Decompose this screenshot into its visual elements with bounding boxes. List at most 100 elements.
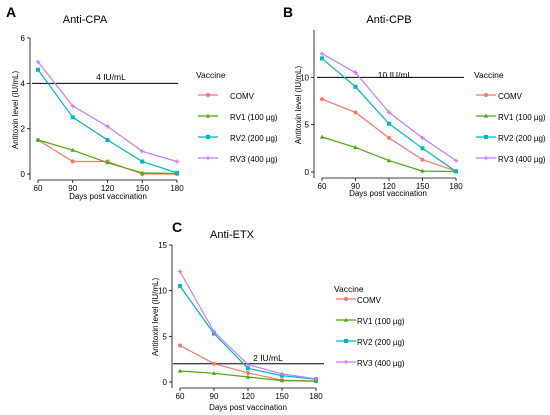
legend-label-comv: COMV xyxy=(357,296,382,305)
data-point xyxy=(246,366,250,371)
data-point xyxy=(35,59,41,64)
chart-title: Anti-CPB xyxy=(366,14,411,26)
legend-label-comv: COMV xyxy=(230,92,255,101)
x-axis-title: Days post vaccination xyxy=(209,403,287,412)
legend-key-marker xyxy=(344,297,348,301)
legend-label-comv: COMV xyxy=(498,92,523,101)
y-axis-title: Antitoxin level (IU/mL) xyxy=(11,71,20,150)
plot-area: 60 90 120 150 180 0 5 10 xyxy=(300,30,496,191)
series-line xyxy=(37,139,178,175)
data-point xyxy=(105,124,110,129)
data-point xyxy=(453,158,459,163)
legend-key-marker xyxy=(205,155,211,161)
y-tick-label: 0 xyxy=(305,168,310,177)
series-2 xyxy=(320,56,458,174)
reference-line-label: 4 IU/mL xyxy=(96,72,126,82)
y-tick-label: 2 xyxy=(21,125,26,134)
legend-key-marker xyxy=(343,317,349,322)
data-point xyxy=(175,170,179,175)
legend-key-marker xyxy=(205,113,211,118)
panel-c: C Anti-ETX Antitoxin level (IU/mL) Days … xyxy=(151,219,405,412)
x-axis-title: Days post vaccination xyxy=(69,192,147,201)
legend-label-rv1: RV1 (100 µg) xyxy=(230,113,278,122)
legend-key-marker xyxy=(483,155,489,161)
x-tick-label: 150 xyxy=(275,392,289,401)
reference-line-label: 2 IU/mL xyxy=(253,353,283,363)
panel-b: B Anti-CPB Antitoxin level (IU/mL) Days … xyxy=(283,4,546,198)
data-point xyxy=(420,135,425,141)
data-point xyxy=(36,67,40,72)
y-tick-label: 0 xyxy=(21,170,26,179)
chart-title: Anti-CPA xyxy=(63,14,108,26)
data-point xyxy=(420,168,425,173)
data-point xyxy=(105,138,110,142)
data-point xyxy=(140,159,145,164)
data-point xyxy=(140,149,145,154)
chart-title: Anti-ETX xyxy=(210,229,255,241)
data-point xyxy=(211,370,217,375)
data-point xyxy=(319,134,325,139)
reference-line-label: 10 IU/mL xyxy=(378,70,413,80)
x-tick-label: 90 xyxy=(210,392,219,401)
data-point xyxy=(353,70,358,75)
legend-label-rv3: RV3 (400 µg) xyxy=(230,155,278,164)
data-point xyxy=(70,103,75,109)
series-1 xyxy=(177,368,319,383)
legend-label-rv2: RV2 (200 µg) xyxy=(230,134,278,143)
data-point xyxy=(420,146,425,151)
legend-key-marker xyxy=(343,359,349,365)
data-point xyxy=(353,110,358,115)
legend-key-marker xyxy=(344,339,348,343)
data-point xyxy=(174,159,180,164)
legend-key-marker xyxy=(484,135,488,139)
plot-area: 60 90 120 150 180 0 5 10 15 xyxy=(158,241,356,401)
legend-label-rv2: RV2 (200 µg) xyxy=(498,134,546,143)
data-point xyxy=(70,115,75,120)
series-0 xyxy=(36,138,179,176)
y-tick-label: 15 xyxy=(158,241,167,250)
data-point xyxy=(245,362,251,367)
y-axis-title: Antitoxin level (IU/mL) xyxy=(151,278,160,357)
data-point xyxy=(178,343,182,348)
series-2 xyxy=(36,67,179,175)
y-tick-label: 0 xyxy=(163,378,168,387)
data-point xyxy=(140,170,145,175)
panel-a: A Anti-CPA Antitoxin level (IU/mL) Days … xyxy=(6,4,278,201)
x-tick-label: 90 xyxy=(68,184,77,193)
x-tick-label: 90 xyxy=(351,182,360,191)
y-tick-label: 5 xyxy=(305,121,310,130)
x-axis-title: Days post vaccination xyxy=(349,189,427,198)
series-line xyxy=(321,136,457,173)
data-point xyxy=(386,158,392,163)
y-tick-label: 4 xyxy=(21,79,26,88)
data-point xyxy=(353,144,358,149)
x-tick-label: 60 xyxy=(318,182,327,191)
y-tick-label: 5 xyxy=(163,332,168,341)
series-3 xyxy=(177,269,319,382)
legend-label-rv3: RV3 (400 µg) xyxy=(498,155,546,164)
y-tick-label: 10 xyxy=(158,287,167,296)
x-tick-label: 120 xyxy=(382,182,396,191)
panel-letter: C xyxy=(172,219,182,235)
series-line xyxy=(37,139,177,175)
legend-title: Vaccine xyxy=(334,284,364,294)
x-tick-label: 120 xyxy=(101,184,115,193)
data-point xyxy=(212,361,216,366)
data-point xyxy=(279,378,285,383)
x-tick-label: 180 xyxy=(449,182,463,191)
y-axis-title: Antitoxin level (IU/mL) xyxy=(294,66,303,145)
legend-key-marker xyxy=(484,93,488,97)
data-point xyxy=(320,56,324,61)
data-point xyxy=(319,51,325,56)
data-point xyxy=(386,110,392,115)
legend-label-rv2: RV2 (200 µg) xyxy=(357,338,405,347)
data-point xyxy=(387,135,391,140)
data-point xyxy=(454,169,458,174)
data-point xyxy=(420,157,425,162)
series-3 xyxy=(319,51,459,163)
data-point xyxy=(313,376,319,382)
data-point xyxy=(35,137,41,142)
data-point xyxy=(177,368,183,373)
panel-letter: B xyxy=(283,4,293,20)
legend-key-marker xyxy=(206,93,210,97)
